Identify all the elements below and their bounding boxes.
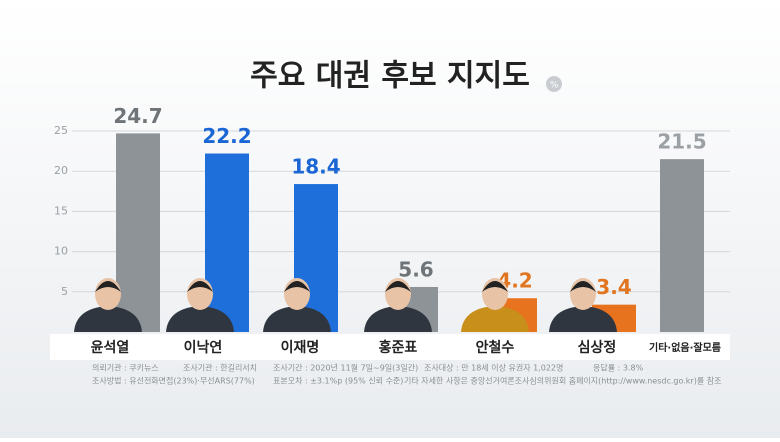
- y-tick-label: 20: [54, 164, 68, 177]
- value-label: 3.4: [596, 275, 631, 299]
- y-tick-label: 5: [61, 285, 68, 298]
- x-tick-label: 기타·없음·잘모름: [649, 341, 721, 354]
- bar: [205, 153, 249, 332]
- person-hair: [187, 281, 213, 292]
- x-tick-label: 윤석열: [91, 339, 130, 356]
- x-tick-label: 심상정: [578, 339, 617, 356]
- bar: [116, 133, 160, 332]
- y-tick-label: 10: [54, 245, 68, 258]
- x-tick-label: 안철수: [476, 339, 515, 356]
- unit-badge: [546, 76, 562, 92]
- footnote: 응답률 : 3.8%: [593, 363, 644, 373]
- value-label: 18.4: [291, 155, 340, 179]
- person-hair: [385, 281, 411, 292]
- x-tick-label: 이재명: [281, 339, 320, 356]
- value-label: 5.6: [398, 257, 433, 281]
- footnote: 조사대상 : 만 18세 이상 유권자 1,022명: [424, 363, 563, 373]
- footnote: 조사기간 : 2020년 11월 7일~9일(3일간): [273, 363, 418, 373]
- footnote: 기타 자세한 사항은 중앙선거여론조사심의위원회 홈페이지(http://www…: [404, 376, 721, 386]
- footnote: 조사방법 : 유선전화면접(23%)·무선ARS(77%): [92, 376, 255, 386]
- person-body: [166, 306, 234, 332]
- unit-label: %: [550, 81, 559, 91]
- y-tick-label: 25: [54, 124, 68, 137]
- footnote: 조사기관 : 한길리서치: [183, 363, 257, 373]
- footnote: 의뢰기관 : 쿠키뉴스: [92, 363, 159, 373]
- person-body: [74, 306, 142, 332]
- chart-title: 주요 대권 후보 지지도: [250, 59, 530, 94]
- person-hair: [95, 281, 121, 292]
- bar: [660, 159, 704, 332]
- person-hair: [482, 281, 508, 292]
- value-label: 21.5: [657, 130, 706, 154]
- footnote: 표본오차 : ±3.1%p (95% 신뢰 수준): [273, 377, 403, 386]
- value-label: 22.2: [202, 124, 251, 148]
- person-body: [549, 306, 617, 332]
- x-tick-label: 이낙연: [184, 339, 223, 356]
- person-body: [461, 306, 529, 332]
- y-tick-label: 15: [54, 204, 68, 217]
- person-hair: [284, 281, 310, 292]
- value-label: 24.7: [113, 104, 162, 128]
- person-body: [364, 306, 432, 332]
- x-tick-label: 홍준표: [379, 339, 418, 356]
- person-body: [263, 306, 331, 332]
- person-hair: [570, 281, 596, 292]
- category-strip: [50, 334, 730, 360]
